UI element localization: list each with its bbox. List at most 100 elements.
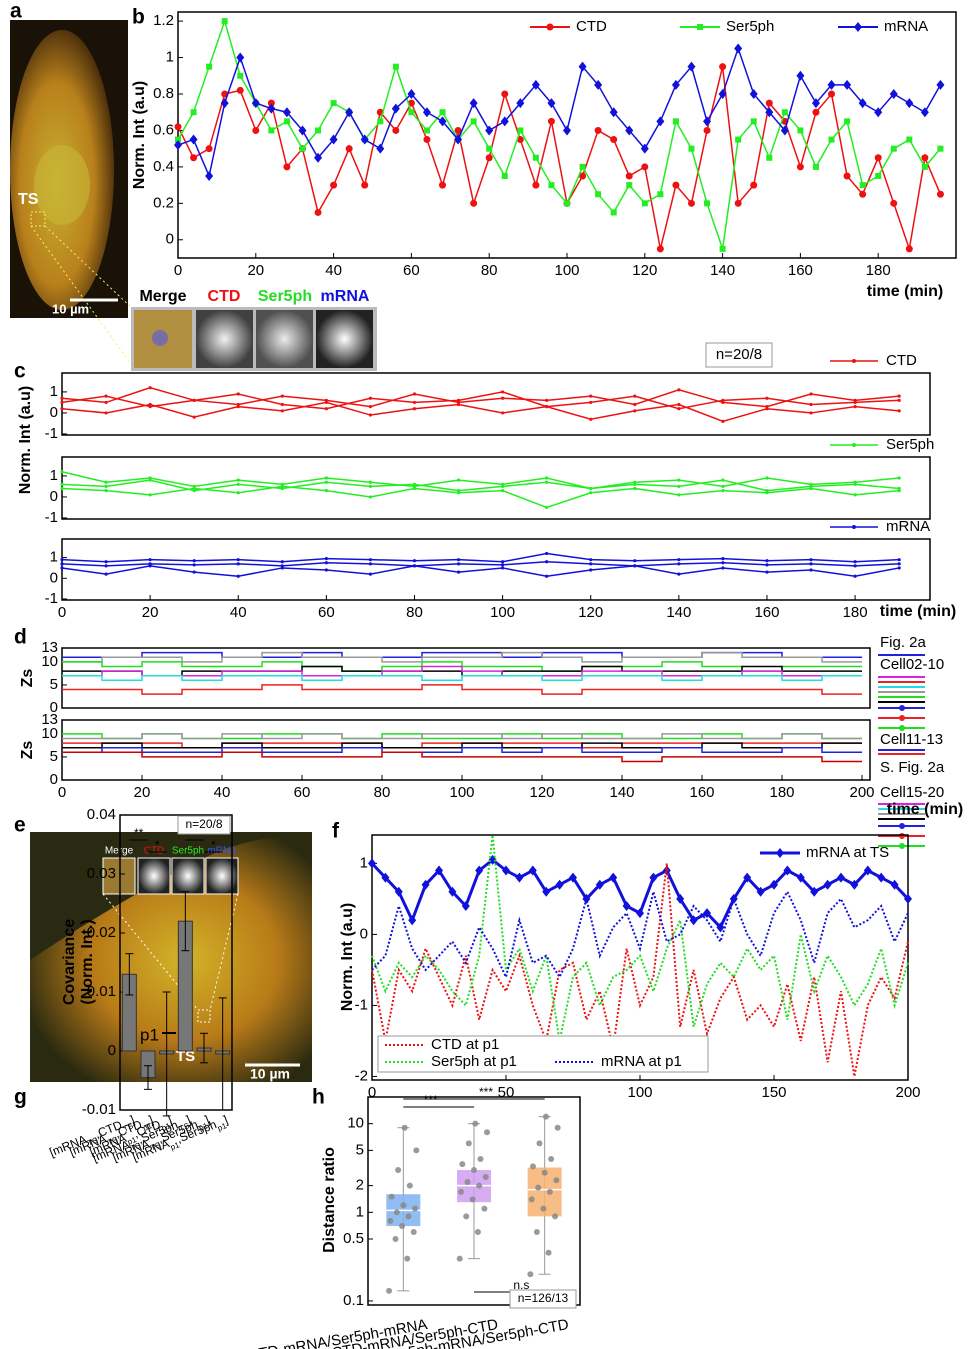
- marker: [501, 90, 509, 98]
- marker: [719, 245, 726, 252]
- marker: [60, 400, 64, 405]
- marker: [381, 872, 390, 883]
- marker: [897, 476, 901, 480]
- legend-label: CTD at p1: [431, 1036, 499, 1053]
- marker: [104, 480, 108, 484]
- point: [405, 1213, 412, 1220]
- inset-title: Merge: [139, 288, 186, 305]
- marker: [610, 136, 618, 144]
- point: [471, 1167, 477, 1174]
- series-line: [61, 386, 900, 408]
- marker: [827, 79, 836, 90]
- point: [392, 1235, 399, 1242]
- marker: [438, 116, 447, 127]
- marker: [750, 181, 758, 189]
- marker: [408, 915, 417, 926]
- point: [465, 1140, 472, 1147]
- series-line: [61, 552, 900, 563]
- series-line: [62, 733, 862, 740]
- marker: [633, 394, 637, 398]
- marker: [60, 558, 64, 562]
- marker: [609, 872, 618, 883]
- x-tick-label: 100: [490, 604, 515, 621]
- label-part: TS: [106, 1135, 119, 1147]
- point: [387, 1217, 394, 1224]
- marker: [812, 163, 819, 170]
- marker: [579, 163, 586, 170]
- point: [388, 1193, 395, 1200]
- inset-title: CTD: [208, 288, 241, 305]
- marker: [721, 419, 725, 423]
- marker: [704, 200, 711, 207]
- marker: [280, 486, 284, 491]
- marker: [828, 90, 836, 98]
- series-line: [61, 479, 900, 492]
- note-box: [705, 342, 773, 368]
- plot-area: [62, 733, 862, 763]
- marker: [324, 568, 328, 572]
- marker: [776, 848, 784, 858]
- x-tick-label: 60: [294, 784, 311, 801]
- series-line: [62, 751, 862, 763]
- point: [399, 1223, 406, 1230]
- marker: [237, 72, 244, 79]
- marker: [548, 182, 555, 189]
- series-line: [62, 684, 862, 695]
- marker: [456, 489, 461, 493]
- marker: [236, 562, 240, 566]
- point: [410, 1228, 417, 1235]
- marker: [501, 484, 505, 489]
- label-part: TS: [149, 1140, 162, 1152]
- marker: [236, 491, 240, 495]
- y-axis-label: Zs: [19, 669, 36, 688]
- marker: [368, 495, 373, 499]
- marker: [641, 163, 649, 171]
- marker: [485, 125, 494, 136]
- y-tick-label: 10: [41, 653, 58, 670]
- panel-label: e: [14, 814, 26, 837]
- marker: [781, 109, 788, 116]
- plot-frame: [61, 719, 871, 781]
- label-part: ]: [222, 1113, 230, 1127]
- marker: [853, 482, 857, 486]
- x-axis-label: time (min): [880, 603, 956, 620]
- marker: [765, 563, 769, 567]
- label-part: p1: [216, 1121, 228, 1133]
- series-line: [371, 863, 909, 1077]
- plot-area: [60, 386, 901, 423]
- label-part: TS: [122, 1121, 135, 1133]
- point: [464, 1178, 471, 1185]
- marker: [501, 489, 505, 493]
- point: [395, 1167, 402, 1174]
- x-tick-label: 80: [374, 784, 391, 801]
- marker: [501, 173, 508, 179]
- marker: [236, 558, 240, 562]
- point: [533, 1228, 540, 1235]
- marker: [190, 154, 198, 162]
- label-part: ]: [203, 1113, 211, 1127]
- marker: [394, 886, 403, 897]
- series-line: [177, 18, 942, 250]
- scale-bar-label: 10 µm: [52, 301, 89, 316]
- point: [527, 1271, 534, 1278]
- marker: [545, 480, 549, 484]
- x-tick-label: 180: [769, 784, 794, 801]
- series-line: [371, 889, 909, 981]
- point: [476, 1182, 483, 1189]
- marker: [475, 865, 484, 876]
- series-line: [62, 674, 862, 682]
- x-tick-label: 80: [481, 262, 498, 279]
- point: [553, 1177, 560, 1184]
- marker: [412, 486, 417, 491]
- point: [535, 1184, 542, 1191]
- marker: [863, 865, 872, 876]
- marker: [721, 566, 725, 570]
- marker: [412, 564, 417, 568]
- marker: [192, 559, 196, 563]
- point: [458, 1188, 464, 1195]
- marker: [60, 486, 64, 491]
- marker: [687, 199, 695, 207]
- marker: [368, 558, 373, 562]
- marker: [314, 152, 323, 163]
- marker: [324, 480, 328, 484]
